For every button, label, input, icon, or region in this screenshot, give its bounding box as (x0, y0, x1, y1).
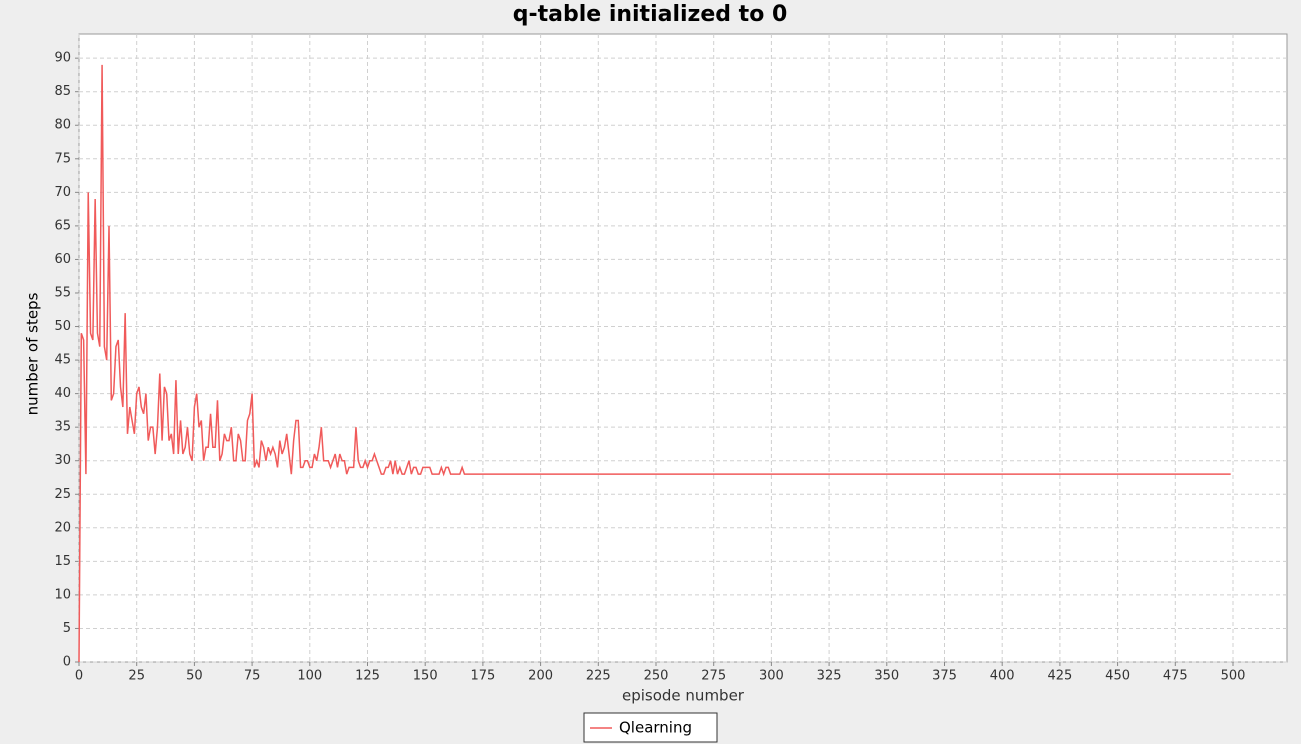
y-tick-label: 50 (54, 319, 71, 334)
marks (78, 64, 1231, 663)
chart-title: q-table initialized to 0 (513, 2, 788, 27)
y-tick-label: 5 (63, 621, 71, 636)
x-tick-label: 500 (1221, 669, 1246, 684)
plot-area (78, 33, 1288, 663)
y-tick-label: 70 (54, 185, 71, 200)
y-tick-label: 20 (54, 520, 71, 535)
x-tick-label: 150 (413, 669, 438, 684)
x-tick-label: 475 (1163, 669, 1188, 684)
y-tick-label: 0 (63, 655, 71, 670)
y-tick-label: 15 (54, 554, 71, 569)
y-tick-label: 35 (54, 420, 71, 435)
y-tick-label: 80 (54, 118, 71, 133)
x-tick-label: 200 (528, 669, 553, 684)
x-tick-label: 300 (759, 669, 784, 684)
x-tick-label: 275 (701, 669, 726, 684)
y-tick-label: 60 (54, 252, 71, 267)
x-tick-label: 0 (75, 669, 83, 684)
y-tick-label: 90 (54, 51, 71, 66)
y-tick-label: 40 (54, 386, 71, 401)
y-axis-label: number of steps (24, 292, 42, 415)
x-tick-label: 125 (355, 669, 380, 684)
legend: Qlearning (590, 719, 692, 737)
x-tick-label: 25 (128, 669, 145, 684)
x-tick-label: 425 (1047, 669, 1072, 684)
x-tick-label: 250 (644, 669, 669, 684)
legend-label: Qlearning (619, 719, 692, 737)
x-tick-label: 325 (817, 669, 842, 684)
series-line (78, 64, 1231, 663)
y-tick-label: 10 (54, 587, 71, 602)
x-tick-label: 75 (244, 669, 261, 684)
x-axis-label: episode number (622, 687, 745, 705)
y-tick-label: 55 (54, 285, 71, 300)
y-tick-label: 30 (54, 453, 71, 468)
y-tick-label: 75 (54, 151, 71, 166)
y-tick-label: 65 (54, 218, 71, 233)
x-tick-label: 450 (1105, 669, 1130, 684)
x-tick-label: 50 (186, 669, 203, 684)
y-tick-label: 85 (54, 84, 71, 99)
y-tick-label: 25 (54, 487, 71, 502)
grid: 0 5 10 15 20 25 30 35 40 45 50 55 60 65 70 75 80 85 90 0 25 5… (54, 34, 1287, 684)
x-tick-label: 225 (586, 669, 611, 684)
x-tick-label: 100 (297, 669, 322, 684)
x-tick-label: 400 (990, 669, 1015, 684)
x-tick-label: 350 (874, 669, 899, 684)
y-tick-label: 45 (54, 353, 71, 368)
x-tick-label: 175 (470, 669, 495, 684)
x-tick-label: 375 (932, 669, 957, 684)
